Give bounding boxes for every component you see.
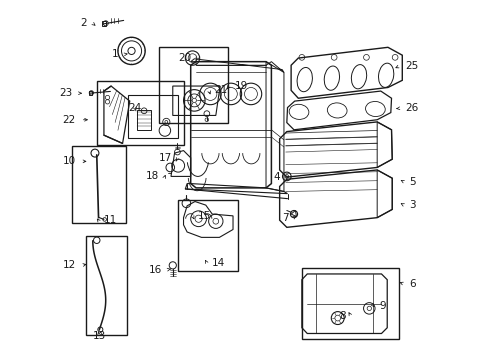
Text: 16: 16 <box>148 265 162 275</box>
Text: 24: 24 <box>128 103 142 113</box>
Bar <box>102 21 106 26</box>
Text: 20: 20 <box>178 53 191 63</box>
Bar <box>159 46 227 123</box>
Text: 3: 3 <box>408 200 415 210</box>
Text: 13: 13 <box>92 331 106 341</box>
Circle shape <box>164 121 167 123</box>
Text: 17: 17 <box>159 153 172 163</box>
Text: 15: 15 <box>198 211 211 221</box>
Bar <box>72 146 126 223</box>
Bar <box>178 201 238 271</box>
Text: 4: 4 <box>273 172 280 182</box>
Text: 22: 22 <box>62 115 75 125</box>
Bar <box>88 91 92 95</box>
Bar <box>137 110 151 130</box>
Text: 6: 6 <box>408 279 415 289</box>
Bar <box>86 236 127 335</box>
Text: 9: 9 <box>378 301 385 311</box>
Text: 1: 1 <box>111 49 118 59</box>
Text: 25: 25 <box>405 61 418 71</box>
Text: 18: 18 <box>146 171 159 181</box>
Bar <box>301 267 399 338</box>
Text: 8: 8 <box>338 311 345 321</box>
Text: 23: 23 <box>59 88 72 98</box>
Text: 5: 5 <box>408 177 415 187</box>
Text: 19: 19 <box>234 81 247 91</box>
Bar <box>128 95 178 138</box>
Bar <box>97 81 183 145</box>
Text: 11: 11 <box>103 215 117 225</box>
Text: 14: 14 <box>212 258 225 268</box>
Text: 2: 2 <box>80 18 86 28</box>
Text: 21: 21 <box>214 85 227 95</box>
Text: 10: 10 <box>62 156 76 166</box>
Text: 7: 7 <box>281 213 287 222</box>
Text: 12: 12 <box>62 260 76 270</box>
Text: 26: 26 <box>405 103 418 113</box>
